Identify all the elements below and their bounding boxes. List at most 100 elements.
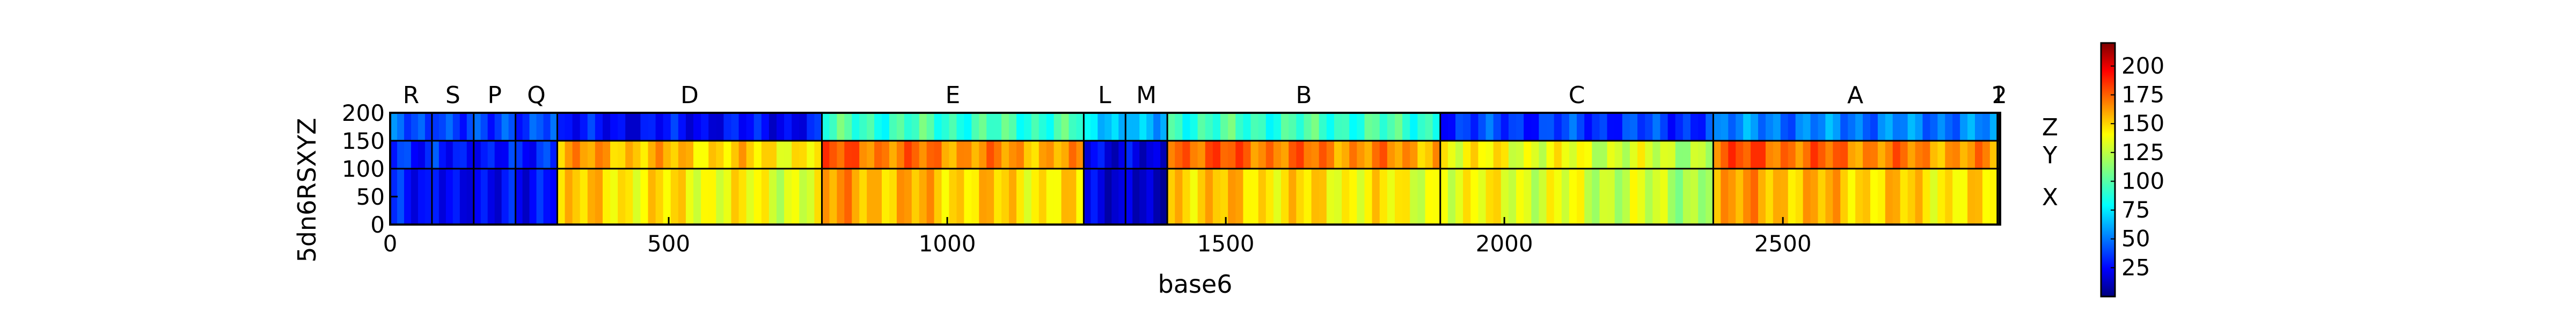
heat-cell (1825, 169, 1833, 225)
heat-cell (1197, 113, 1206, 141)
heat-cell (1410, 141, 1418, 169)
heat-cell (911, 169, 920, 225)
heat-cell (1076, 141, 1084, 169)
heat-cell (536, 169, 544, 225)
heat-cell (1296, 169, 1305, 225)
heat-cell (618, 169, 626, 225)
heat-cell (971, 169, 979, 225)
heat-cell (1167, 169, 1175, 225)
heat-cell (425, 113, 433, 141)
heat-cell (1425, 169, 1433, 225)
heat-cell (926, 169, 935, 225)
heat-cell (1111, 169, 1119, 225)
heat-cell (1357, 113, 1365, 141)
heat-cell (1273, 169, 1282, 225)
heat-cell (1743, 141, 1751, 169)
heat-cell (1125, 141, 1133, 169)
heat-cell (1031, 169, 1040, 225)
heat-cell (1892, 169, 1901, 225)
row-label: Y (2043, 142, 2058, 169)
heat-cell (792, 141, 800, 169)
heat-cell (1900, 113, 1908, 141)
heat-cell (1478, 141, 1487, 169)
segment-label: 1 (1990, 82, 2006, 109)
heat-cell (1607, 141, 1615, 169)
heat-cell (814, 169, 823, 225)
colorbar-tick-label: 75 (2121, 197, 2150, 223)
heat-cell (1885, 141, 1893, 169)
heat-cell (964, 113, 972, 141)
heat-cell (1250, 169, 1259, 225)
heat-cell (1803, 141, 1811, 169)
heat-cell (753, 113, 762, 141)
heat-cell (1296, 141, 1305, 169)
segment-label: D (680, 82, 699, 109)
heat-cell (1501, 113, 1509, 141)
heat-cell (1146, 141, 1154, 169)
heat-cell (678, 141, 686, 169)
heat-cell (1637, 169, 1645, 225)
heat-cell (1863, 113, 1871, 141)
heat-cell (397, 169, 405, 225)
heat-cell (1833, 141, 1841, 169)
heat-cell (753, 169, 762, 225)
heat-cell (1622, 113, 1630, 141)
heat-cell (1031, 141, 1040, 169)
heat-cell (1870, 141, 1878, 169)
heat-cell (1069, 113, 1077, 141)
heat-cell (1394, 141, 1403, 169)
heat-cell (1289, 141, 1297, 169)
heat-cell (1031, 113, 1040, 141)
heat-cell (1877, 169, 1886, 225)
heat-cell (693, 169, 701, 225)
heat-cell (1470, 141, 1479, 169)
heat-cell (1892, 113, 1901, 141)
heat-cell (1190, 169, 1198, 225)
heat-cell (487, 141, 495, 169)
heat-cell (459, 113, 467, 141)
heat-cell (587, 169, 596, 225)
heat-cell (1885, 169, 1893, 225)
heat-cell (1728, 141, 1736, 169)
heat-cell (1311, 169, 1320, 225)
heat-cell (986, 141, 994, 169)
heat-cell (1076, 169, 1084, 225)
heat-cell (1675, 169, 1684, 225)
row-label: Z (2042, 114, 2058, 141)
heat-cell (648, 141, 656, 169)
heat-cell (941, 141, 950, 169)
heat-cell (1945, 113, 1953, 141)
heat-cell (1175, 169, 1183, 225)
heat-cell (1855, 113, 1863, 141)
heat-cell (431, 113, 440, 141)
heat-cell (1989, 141, 1998, 169)
heat-cell (1967, 113, 1975, 141)
heat-cell (1915, 141, 1923, 169)
heat-cell (904, 169, 912, 225)
heat-cell (1539, 141, 1547, 169)
heat-cell (1975, 113, 1983, 141)
heat-cell (949, 169, 957, 225)
segment-label: P (487, 82, 502, 109)
heat-cell (814, 113, 823, 141)
heat-cell (1273, 113, 1282, 141)
heat-cell (1379, 141, 1388, 169)
heat-cell (1584, 113, 1592, 141)
heat-cell (1765, 169, 1774, 225)
heat-cell (814, 141, 823, 169)
heat-cell (1554, 113, 1562, 141)
block-borders (390, 113, 2000, 225)
heat-cell (1758, 113, 1766, 141)
heat-cell (792, 113, 800, 141)
heat-cell (1342, 141, 1350, 169)
heat-cell (1706, 113, 1714, 141)
heat-cell (663, 113, 671, 141)
heat-cell (473, 113, 481, 141)
segment-label: R (403, 82, 420, 109)
colorbar-tick-label: 25 (2121, 254, 2150, 280)
segment-label: M (1136, 82, 1157, 109)
heat-cell (1111, 141, 1119, 169)
heat-cell (508, 141, 516, 169)
heat-cell (1342, 169, 1350, 225)
